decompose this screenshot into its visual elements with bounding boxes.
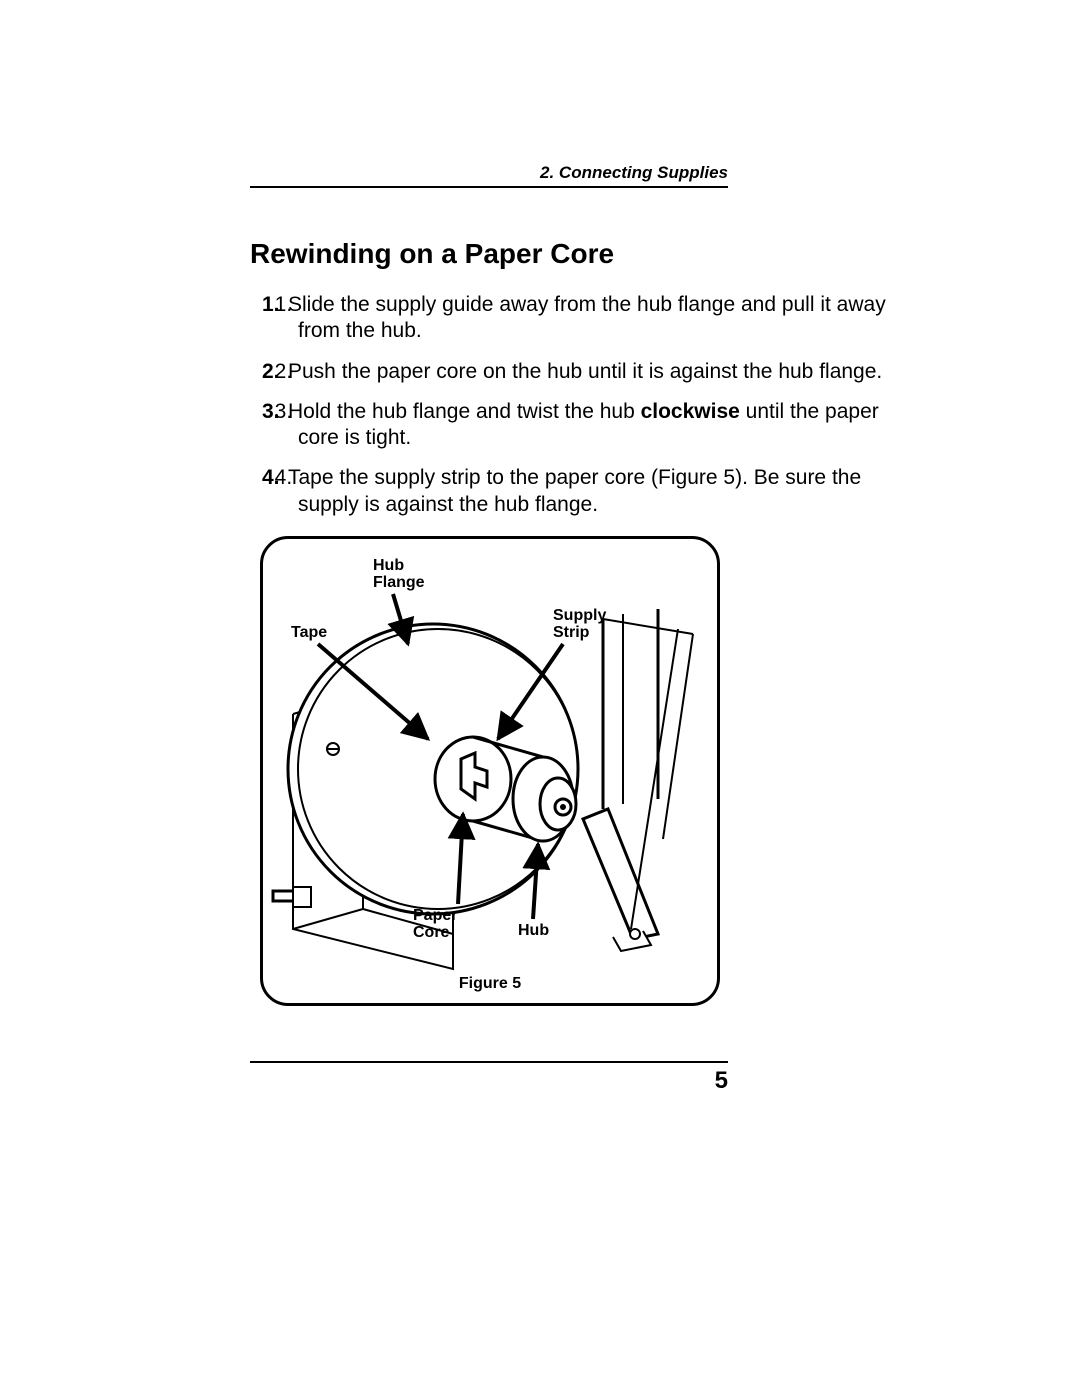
step-4: 4.Tape the supply strip to the paper cor…: [298, 465, 910, 518]
page: 2. Connecting Supplies Rewinding on a Pa…: [0, 0, 1080, 1397]
top-rule: [250, 186, 728, 188]
figure-caption: Figure 5: [263, 975, 717, 993]
figure-diagram: [263, 539, 717, 1003]
step-text: Slide the supply guide away from the hub…: [288, 293, 886, 342]
figure-label-hub: Hub: [518, 922, 549, 940]
figure-frame: Hub Flange Tape Supply Strip Paper Core …: [260, 536, 720, 1006]
figure-label-paper-core: Paper Core: [413, 907, 457, 942]
step-text: Push the paper core on the hub until it …: [288, 360, 882, 383]
page-title: Rewinding on a Paper Core: [250, 238, 910, 270]
figure-label-tape: Tape: [291, 624, 327, 642]
figure-label-hub-flange: Hub Flange: [373, 557, 425, 592]
step-text: Tape the supply strip to the paper core …: [288, 466, 861, 515]
running-header: 2. Connecting Supplies: [540, 163, 728, 183]
step-number: 2.: [262, 359, 288, 385]
step-3: 3.Hold the hub flange and twist the hub …: [298, 399, 910, 452]
figure-label-supply-strip: Supply Strip: [553, 607, 606, 642]
step-number: 1.: [262, 292, 288, 318]
page-number: 5: [715, 1067, 728, 1095]
bottom-rule: [250, 1061, 728, 1063]
step-number: 4.: [262, 465, 288, 491]
step-text-bold: clockwise: [641, 400, 740, 423]
step-text-before: Hold the hub flange and twist the hub: [288, 400, 641, 423]
step-number: 3.: [262, 399, 288, 425]
step-1: 1.Slide the supply guide away from the h…: [298, 292, 910, 345]
step-2: 2.Push the paper core on the hub until i…: [298, 359, 910, 385]
steps-list: 1.Slide the supply guide away from the h…: [250, 292, 910, 518]
